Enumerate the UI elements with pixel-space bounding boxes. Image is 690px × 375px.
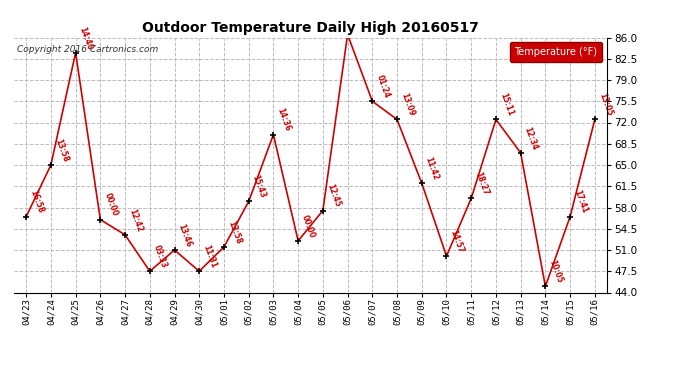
- Text: 13:09: 13:09: [399, 92, 415, 118]
- Text: 12:45: 12:45: [325, 183, 342, 209]
- Text: 01:24: 01:24: [374, 74, 391, 99]
- Text: 00:00: 00:00: [102, 192, 119, 218]
- Text: 14:40: 14:40: [77, 25, 95, 51]
- Text: 00:00: 00:00: [300, 213, 317, 239]
- Text: 14:57: 14:57: [448, 228, 465, 254]
- Text: 12:42: 12:42: [127, 207, 144, 233]
- Text: 13:05: 13:05: [597, 92, 613, 118]
- Text: 15:11: 15:11: [498, 92, 515, 118]
- Text: 11:31: 11:31: [201, 244, 218, 269]
- Text: 18:27: 18:27: [473, 171, 490, 196]
- Text: Copyright 2016 Cartronics.com: Copyright 2016 Cartronics.com: [17, 45, 158, 54]
- Text: 13:46: 13:46: [177, 222, 193, 248]
- Text: 13:58: 13:58: [226, 219, 243, 245]
- Text: 11:42: 11:42: [424, 156, 440, 182]
- Text: 14:36: 14:36: [275, 107, 292, 133]
- Text: 16:58: 16:58: [28, 189, 45, 215]
- Text: 12:34: 12:34: [522, 125, 540, 151]
- Text: 03:33: 03:33: [152, 244, 168, 269]
- Text: 16:37: 16:37: [0, 374, 1, 375]
- Title: Outdoor Temperature Daily High 20160517: Outdoor Temperature Daily High 20160517: [142, 21, 479, 35]
- Text: 15:43: 15:43: [250, 174, 267, 200]
- Text: 13:58: 13:58: [53, 137, 70, 163]
- Text: 17:41: 17:41: [572, 189, 589, 215]
- Text: 10:05: 10:05: [547, 259, 564, 285]
- Legend: Temperature (°F): Temperature (°F): [510, 42, 602, 62]
